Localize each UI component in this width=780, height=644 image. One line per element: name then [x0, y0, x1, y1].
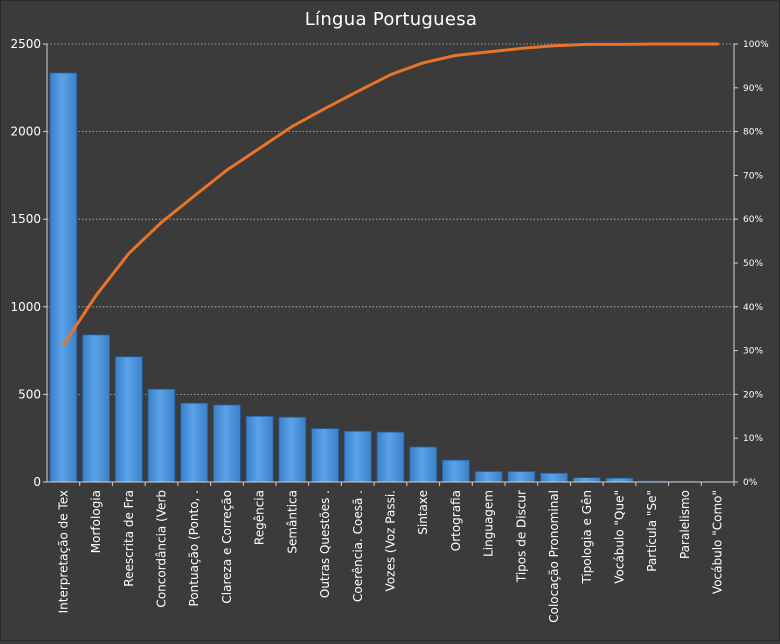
x-tick-label: Linguagem	[482, 490, 496, 557]
bar	[180, 402, 209, 483]
y-tick-label: 500	[18, 387, 41, 401]
x-tick-label: Pontuação (Ponto, .	[187, 490, 201, 606]
y2-tick-label: 10%	[743, 434, 763, 444]
bar	[409, 446, 438, 483]
y-tick-label: 2000	[10, 125, 41, 139]
bar	[540, 472, 568, 483]
x-tick-label: Sintaxe	[416, 490, 430, 535]
axes: 0 500 1000 1500 2000 2500 0% 10% 20% 30% 40% 50% 60%…	[10, 37, 769, 623]
x-tick-label: Reescrita de Fra	[122, 490, 136, 587]
y2-tick-label: 100%	[743, 40, 769, 50]
x-tick-label: Tipologia e Gên	[580, 490, 594, 585]
x-tick-label: Paralelismo	[678, 490, 692, 559]
bar	[49, 72, 78, 483]
bar	[213, 404, 241, 483]
gridlines	[47, 43, 734, 395]
x-tick-label: Interpretação de Tex	[56, 490, 70, 613]
bar	[114, 356, 143, 483]
y2-tick-label: 60%	[743, 215, 763, 225]
bar	[572, 477, 601, 483]
x-tick-label: Vocábulo "Que"	[613, 490, 627, 584]
y2-tick-label: 80%	[743, 128, 763, 138]
x-tick-label: Regência	[253, 490, 267, 545]
chart-title: Língua Portuguesa	[304, 9, 478, 30]
x-tick-label: Colocação Pronominal	[547, 490, 561, 623]
cumulative-line	[61, 42, 720, 347]
x-tick-label: Morfologia	[89, 490, 103, 553]
bar	[474, 471, 503, 483]
bars	[49, 72, 732, 483]
x-tick-label: Ortografia	[449, 490, 463, 551]
x-tick-label: Vocábulo "Como"	[711, 490, 725, 594]
bar	[343, 430, 372, 483]
y-tick-label: 1000	[10, 300, 41, 314]
y2-tick-label: 70%	[743, 171, 763, 181]
x-tick-label: Partícula "Se"	[645, 490, 659, 572]
bar	[605, 477, 634, 483]
y-tick-label: 1500	[10, 212, 41, 226]
bar	[507, 471, 536, 483]
x-tick-label: Concordância (Verb	[155, 490, 169, 608]
y-tick-label: 2500	[10, 37, 41, 51]
bar	[278, 416, 307, 483]
x-tick-label: Clareza e Correção	[220, 490, 234, 604]
y2-tick-label: 30%	[743, 347, 763, 357]
bar	[311, 428, 339, 483]
bar	[245, 415, 274, 483]
y-tick-label: 0	[33, 475, 41, 489]
cumulative-line-path	[61, 42, 720, 347]
x-tick-label: Coerência. Coesã .	[351, 490, 365, 602]
x-tick-label: Vozes (Voz Passi.	[384, 490, 398, 591]
bar	[147, 388, 176, 483]
x-tick-label: Tipos de Discur	[514, 490, 528, 583]
bar	[82, 334, 110, 483]
y2-tick-label: 40%	[743, 303, 763, 313]
bar	[442, 459, 470, 483]
y2-tick-label: 90%	[743, 84, 763, 94]
x-tick-label: Semântica	[285, 490, 299, 554]
x-tick-label: Outras Questões .	[318, 490, 332, 598]
y2-tick-label: 0%	[743, 478, 758, 488]
y2-tick-label: 20%	[743, 390, 763, 400]
y2-tick-label: 50%	[743, 259, 763, 269]
bar	[376, 431, 405, 483]
